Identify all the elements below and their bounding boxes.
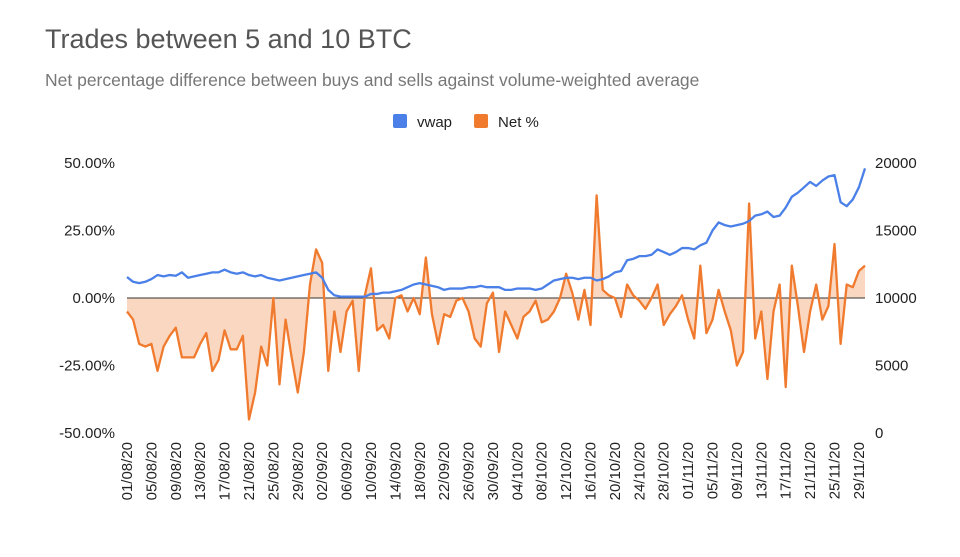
x-tick-label: 02/09/20	[314, 442, 331, 500]
y2-tick-label: 10000	[875, 290, 917, 307]
x-tick-label: 12/10/20	[558, 442, 575, 500]
x-tick-label: 29/08/20	[290, 442, 307, 500]
x-tick-label: 01/11/20	[680, 442, 697, 499]
y-tick-label: -25.00%	[59, 358, 115, 375]
legend-swatch	[474, 114, 489, 128]
y2-tick-label: 0	[875, 425, 883, 442]
x-tick-label: 25/11/20	[827, 442, 844, 499]
x-tick-label: 13/11/20	[753, 442, 770, 499]
legend-swatch	[393, 114, 407, 128]
x-tick-label: 24/10/20	[631, 442, 648, 500]
x-tick-label: 30/09/20	[485, 442, 502, 500]
x-tick-label: 06/09/20	[339, 442, 356, 500]
y2-tick-label: 5000	[875, 358, 908, 375]
y-tick-label: -50.00%	[59, 425, 115, 442]
x-tick-label: 18/09/20	[412, 442, 429, 500]
chart-subtitle: Net percentage difference between buys a…	[45, 70, 699, 90]
x-tick-label: 08/10/20	[534, 442, 551, 500]
x-tick-label: 16/10/20	[583, 442, 600, 500]
x-tick-label: 14/09/20	[387, 442, 404, 500]
legend-label: vwap	[417, 114, 452, 131]
x-tick-label: 05/11/20	[705, 442, 722, 499]
x-tick-label: 17/11/20	[778, 442, 795, 499]
legend-label: Net %	[498, 114, 539, 131]
y-tick-label: 0.00%	[72, 290, 115, 307]
x-tick-label: 09/11/20	[729, 442, 746, 499]
x-tick-label: 26/09/20	[461, 442, 478, 500]
chart-title: Trades between 5 and 10 BTC	[45, 24, 412, 54]
x-tick-label: 10/09/20	[363, 442, 380, 500]
x-tick-label: 09/08/20	[168, 442, 185, 500]
x-tick-label: 25/08/20	[265, 442, 282, 500]
y-tick-label: 50.00%	[64, 155, 115, 172]
y2-tick-label: 15000	[875, 223, 917, 240]
x-tick-label: 21/08/20	[241, 442, 258, 500]
x-tick-label: 20/10/20	[607, 442, 624, 500]
series-line	[126, 168, 867, 298]
y2-tick-label: 20000	[875, 155, 917, 172]
x-tick-label: 17/08/20	[217, 442, 234, 500]
series-line	[126, 194, 866, 421]
area	[127, 195, 865, 420]
x-tick-label: 28/10/20	[656, 442, 673, 500]
y-tick-label: 25.00%	[64, 223, 115, 240]
x-tick-label: 01/08/20	[119, 442, 136, 500]
x-tick-label: 13/08/20	[192, 442, 209, 500]
x-tick-label: 04/10/20	[509, 442, 526, 500]
x-tick-label: 21/11/20	[802, 442, 819, 499]
x-tick-label: 05/08/20	[143, 442, 160, 500]
x-tick-label: 22/09/20	[436, 442, 453, 500]
x-tick-label: 29/11/20	[851, 442, 868, 499]
